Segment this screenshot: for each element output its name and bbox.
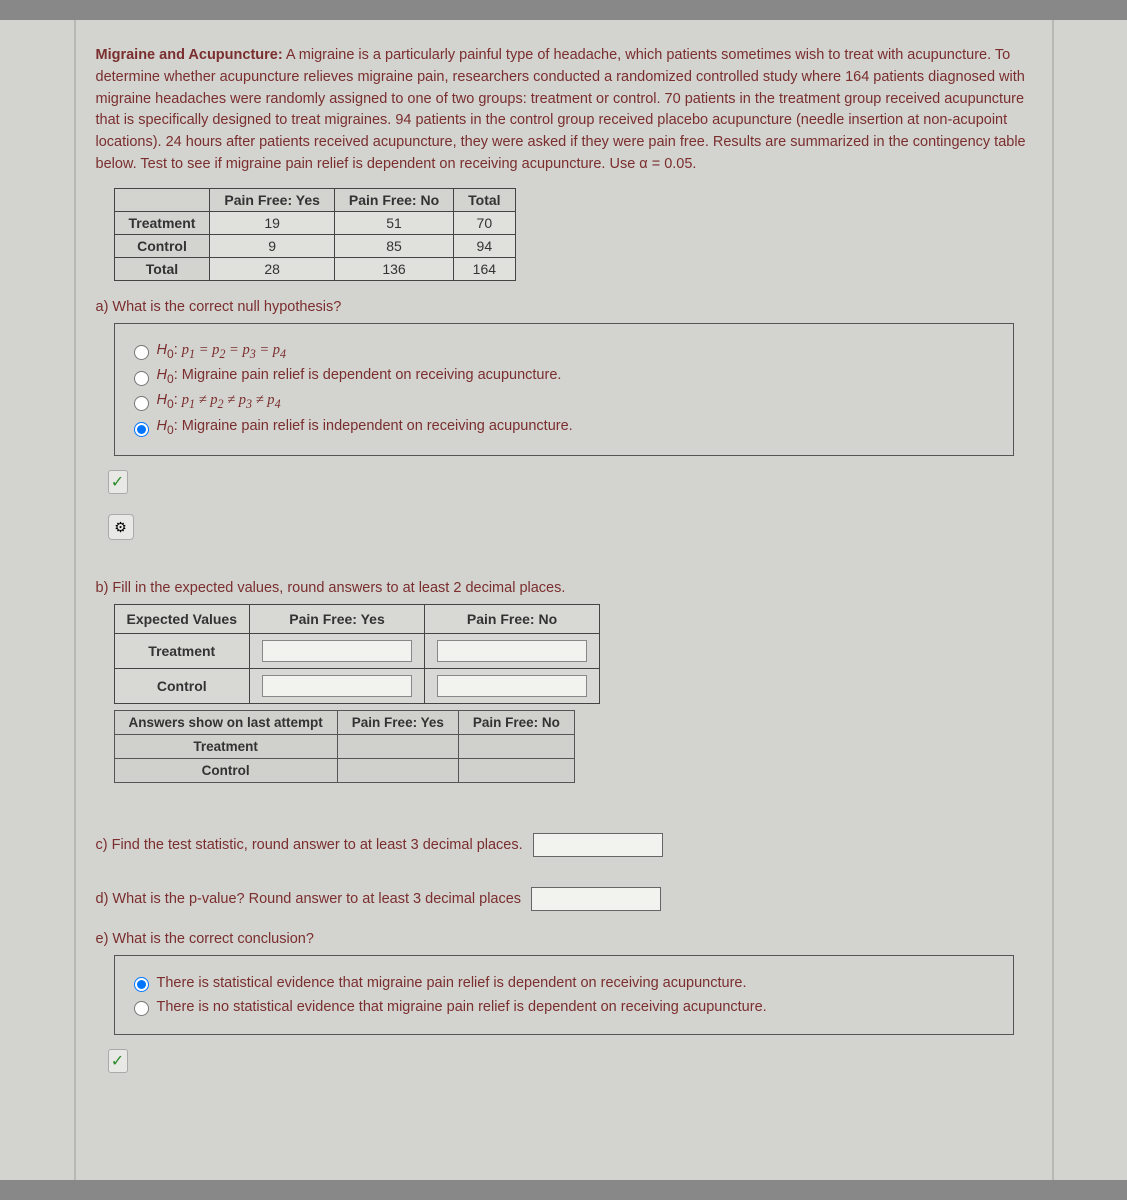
cell: 164 <box>454 257 515 280</box>
cell: 9 <box>210 234 334 257</box>
cell: 51 <box>334 211 453 234</box>
cell-empty <box>337 735 458 759</box>
row-label: Treatment <box>114 634 250 669</box>
row-label: Treatment <box>114 211 210 234</box>
radio-a-1[interactable] <box>134 345 149 360</box>
row-label: Control <box>114 759 337 783</box>
part-b-prompt: b) Fill in the expected values, round an… <box>96 580 1032 596</box>
correct-check-icon: ✓ <box>108 470 128 494</box>
intro-body: A migraine is a particularly painful typ… <box>96 47 1026 172</box>
radio-option[interactable]: H0: Migraine pain relief is independent … <box>129 418 999 437</box>
radio-a-4[interactable] <box>134 422 149 437</box>
col-painfree-no: Pain Free: No <box>334 188 453 211</box>
cell: 70 <box>454 211 515 234</box>
radio-label: H0: p1 = p2 = p3 = p4 <box>157 342 287 362</box>
row-label: Control <box>114 669 250 704</box>
table-header-row: Pain Free: Yes Pain Free: No Total <box>114 188 515 211</box>
col-total: Total <box>454 188 515 211</box>
col-header: Expected Values <box>114 605 250 634</box>
table-row: Treatment 19 51 70 <box>114 211 515 234</box>
radio-option[interactable]: There is no statistical evidence that mi… <box>129 998 999 1016</box>
cell-empty <box>337 759 458 783</box>
retry-icon[interactable]: ⚙ <box>108 514 134 540</box>
row-label: Total <box>114 257 210 280</box>
part-c-text: c) Find the test statistic, round answer… <box>96 837 523 853</box>
cell: 94 <box>454 234 515 257</box>
cell: 85 <box>334 234 453 257</box>
cell-empty <box>458 759 574 783</box>
part-a-prompt: a) What is the correct null hypothesis? <box>96 299 1032 315</box>
intro-title: Migraine and Acupuncture: <box>96 47 283 63</box>
table-row: Control 9 85 94 <box>114 234 515 257</box>
part-d-text: d) What is the p-value? Round answer to … <box>96 891 522 907</box>
radio-option[interactable]: H0: p1 = p2 = p3 = p4 <box>129 342 999 362</box>
col-header: Pain Free: Yes <box>250 605 425 634</box>
part-a-options: H0: p1 = p2 = p3 = p4 H0: Migraine pain … <box>114 323 1014 457</box>
p-value-input[interactable] <box>531 887 661 911</box>
row-label: Treatment <box>114 735 337 759</box>
part-e-prompt: e) What is the correct conclusion? <box>96 931 1032 947</box>
cell-empty <box>458 735 574 759</box>
expected-values-table: Expected Values Pain Free: Yes Pain Free… <box>114 604 601 704</box>
part-c-prompt: c) Find the test statistic, round answer… <box>96 833 1032 857</box>
col-header: Pain Free: Yes <box>337 711 458 735</box>
col-blank <box>114 188 210 211</box>
expected-control-yes-input[interactable] <box>262 675 412 697</box>
contingency-table: Pain Free: Yes Pain Free: No Total Treat… <box>114 188 516 281</box>
question-content: Migraine and Acupuncture: A migraine is … <box>74 20 1054 1180</box>
radio-e-1[interactable] <box>134 977 149 992</box>
expected-treatment-no-input[interactable] <box>437 640 587 662</box>
test-statistic-input[interactable] <box>533 833 663 857</box>
table-row: Total 28 136 164 <box>114 257 515 280</box>
radio-a-3[interactable] <box>134 396 149 411</box>
cell: 28 <box>210 257 334 280</box>
answers-last-attempt-table: Answers show on last attempt Pain Free: … <box>114 710 575 783</box>
expected-treatment-yes-input[interactable] <box>262 640 412 662</box>
radio-e-2[interactable] <box>134 1001 149 1016</box>
page-frame: Migraine and Acupuncture: A migraine is … <box>0 20 1127 1180</box>
intro-text: Migraine and Acupuncture: A migraine is … <box>96 45 1032 176</box>
radio-label: There is no statistical evidence that mi… <box>157 999 767 1015</box>
col-painfree-yes: Pain Free: Yes <box>210 188 334 211</box>
radio-label: H0: Migraine pain relief is dependent on… <box>157 367 562 386</box>
radio-label: H0: p1 ≠ p2 ≠ p3 ≠ p4 <box>157 392 281 412</box>
radio-option[interactable]: H0: p1 ≠ p2 ≠ p3 ≠ p4 <box>129 392 999 412</box>
cell: 136 <box>334 257 453 280</box>
radio-label: There is statistical evidence that migra… <box>157 975 747 991</box>
cell: 19 <box>210 211 334 234</box>
radio-a-2[interactable] <box>134 371 149 386</box>
expected-control-no-input[interactable] <box>437 675 587 697</box>
part-e-options: There is statistical evidence that migra… <box>114 955 1014 1035</box>
radio-option[interactable]: H0: Migraine pain relief is dependent on… <box>129 367 999 386</box>
correct-check-icon: ✓ <box>108 1049 128 1073</box>
row-label: Control <box>114 234 210 257</box>
col-header: Pain Free: No <box>425 605 600 634</box>
radio-option[interactable]: There is statistical evidence that migra… <box>129 974 999 992</box>
col-header: Answers show on last attempt <box>114 711 337 735</box>
radio-label: H0: Migraine pain relief is independent … <box>157 418 573 437</box>
part-d-prompt: d) What is the p-value? Round answer to … <box>96 887 1032 911</box>
col-header: Pain Free: No <box>458 711 574 735</box>
